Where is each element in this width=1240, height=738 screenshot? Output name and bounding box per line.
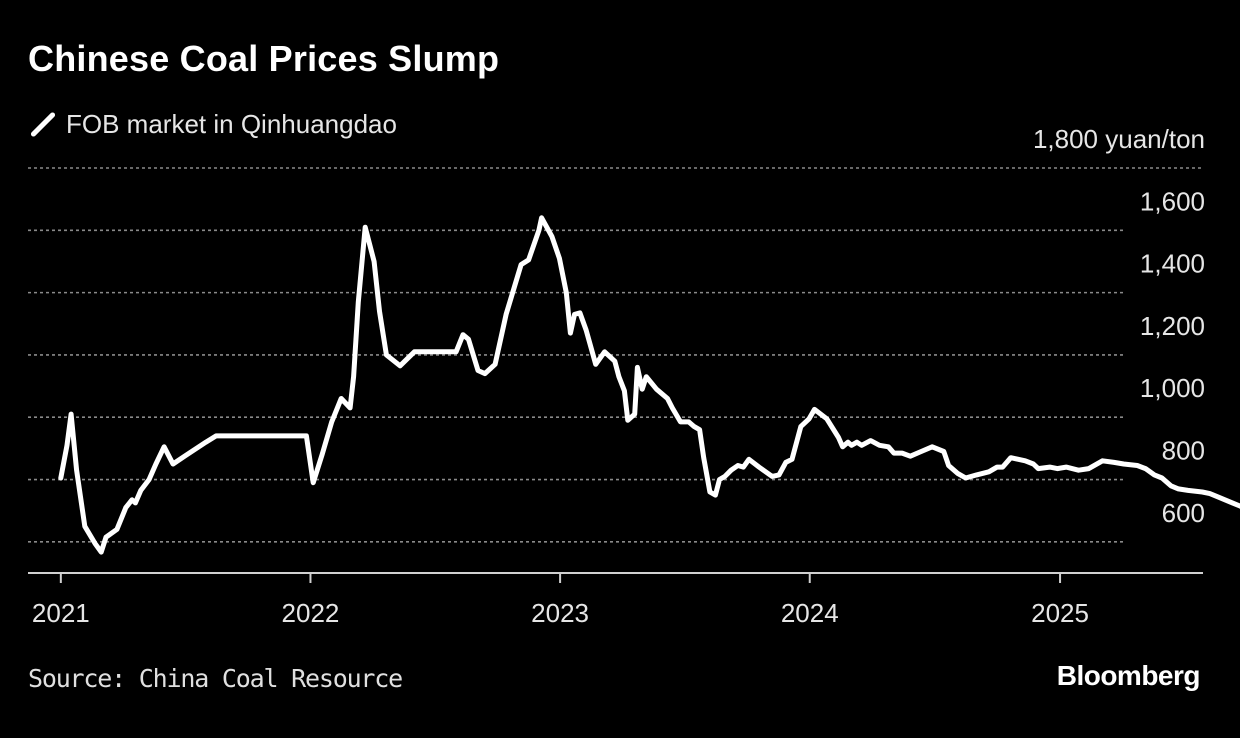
y-tick-label: 600 [1162, 498, 1205, 528]
y-tick-label: 1,400 [1140, 249, 1205, 279]
legend: FOB market in Qinhuangdao [30, 108, 397, 140]
y-tick-label: 1,000 [1140, 373, 1205, 403]
x-tick-label: 2021 [32, 598, 90, 628]
x-tick-label: 2025 [1031, 598, 1089, 628]
legend-label: FOB market in Qinhuangdao [66, 108, 397, 139]
chart-title: Chinese Coal Prices Slump [28, 38, 500, 79]
y-tick-label: 1,600 [1140, 186, 1205, 216]
series-line-0 [58, 215, 1240, 555]
y-tick-label: 1,200 [1140, 311, 1205, 341]
x-tick-label: 2022 [282, 598, 340, 628]
x-tick-label: 2023 [531, 598, 589, 628]
y-tick-label: 1,800 yuan/ton [1033, 124, 1205, 154]
y-tick-label: 800 [1162, 436, 1205, 466]
x-tick-label: 2024 [781, 598, 839, 628]
bloomberg-logo: Bloomberg [1056, 660, 1201, 691]
source-note: Source: China Coal Resource [28, 664, 403, 693]
